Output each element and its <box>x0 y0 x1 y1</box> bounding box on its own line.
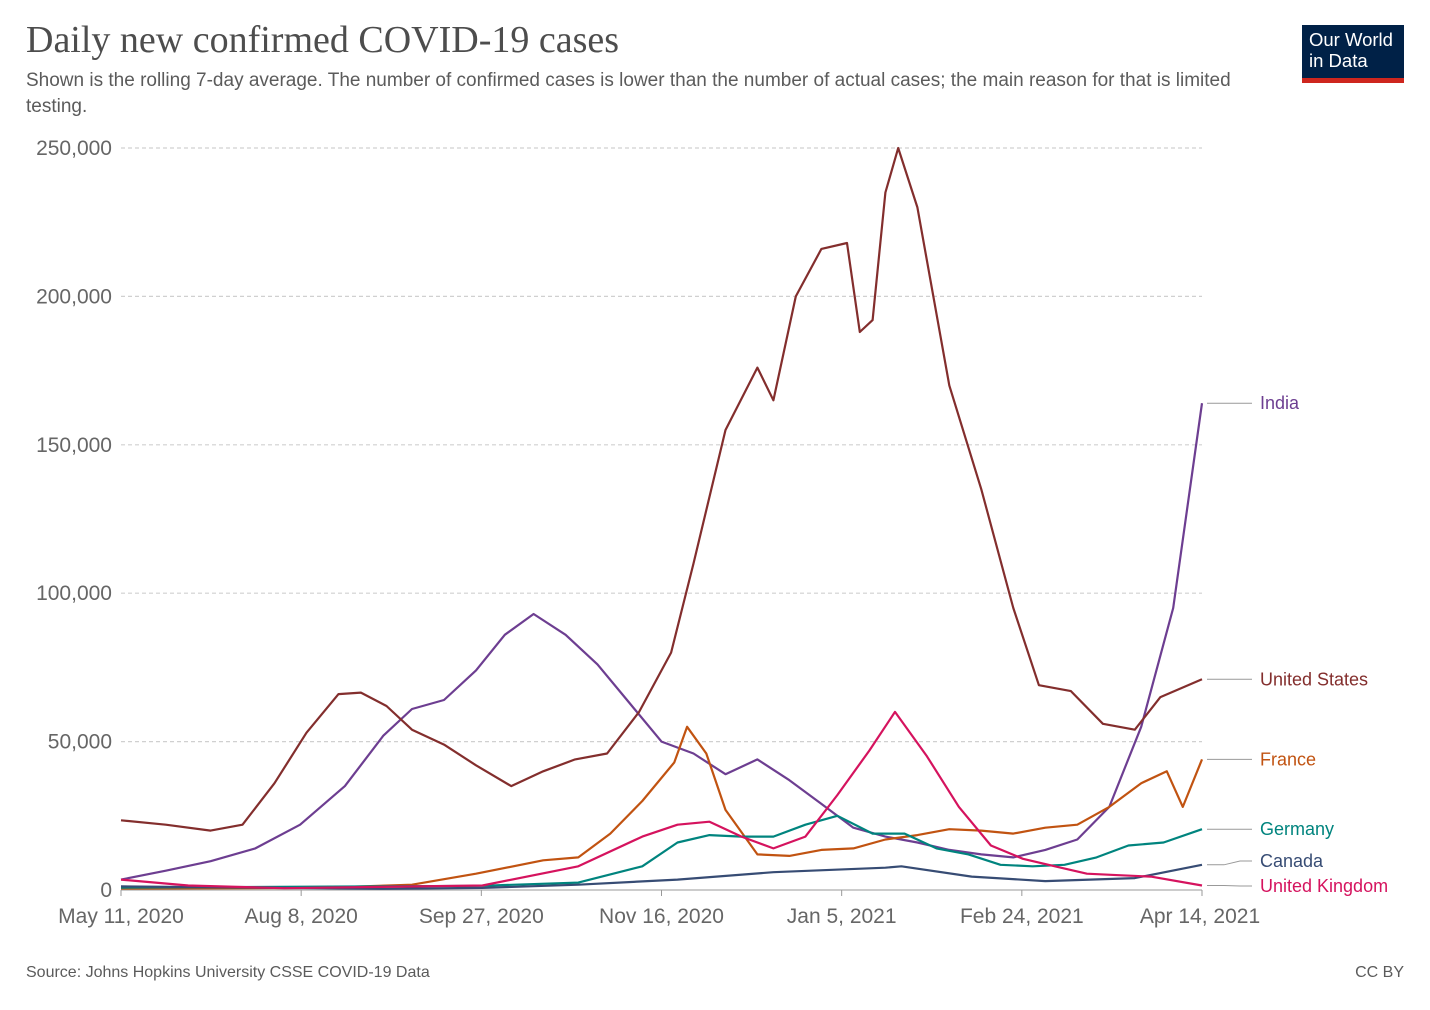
y-tick-label: 100,000 <box>36 582 112 605</box>
x-tick-label: May 11, 2020 <box>58 905 184 928</box>
y-tick-label: 250,000 <box>36 137 112 160</box>
series-line-france[interactable] <box>120 725 1204 890</box>
y-tick-label: 200,000 <box>36 285 112 308</box>
legend-leader-united-kingdom <box>1207 885 1252 887</box>
legend-label-india[interactable]: India <box>1260 393 1300 413</box>
source-note[interactable]: Source: Johns Hopkins University CSSE CO… <box>26 964 430 981</box>
y-tick-label: 50,000 <box>48 731 112 754</box>
x-axis: May 11, 2020 Aug 8, 2020 Sep 27, 2020 Nov 1… <box>58 889 1260 928</box>
grid-layer <box>121 147 1202 743</box>
y-axis: 0 50,000 100,000 150,000 200,000 250,000 <box>36 137 112 902</box>
logo-line-2: in Data <box>1309 50 1368 71</box>
series-layer <box>120 146 1204 890</box>
legend-label-canada[interactable]: Canada <box>1260 851 1324 871</box>
series-line-united-kingdom[interactable] <box>120 710 1203 890</box>
owid-logo[interactable]: Our World in Data <box>1302 25 1404 83</box>
chart-subtitle: Shown is the rolling 7-day average. The … <box>26 70 1231 117</box>
legend-label-germany[interactable]: Germany <box>1260 819 1334 839</box>
legend-label-united-states[interactable]: United States <box>1260 669 1368 689</box>
logo-line-1: Our World <box>1309 29 1393 50</box>
chart-title: Daily new confirmed COVID-19 cases <box>26 19 620 61</box>
legend-leader-canada <box>1207 860 1252 866</box>
series-line-india[interactable] <box>120 403 1204 881</box>
legend-label-united-kingdom[interactable]: United Kingdom <box>1260 876 1388 896</box>
license-link[interactable]: CC BY <box>1355 964 1404 981</box>
y-tick-label: 150,000 <box>36 434 112 457</box>
x-tick-label: Nov 16, 2020 <box>599 905 724 928</box>
legend-labels: India United States France Germany Canada Uni… <box>1207 393 1388 896</box>
y-tick-label: 0 <box>100 879 112 902</box>
x-tick-label: Jan 5, 2021 <box>787 905 897 928</box>
x-tick-label: Feb 24, 2021 <box>960 905 1084 928</box>
x-tick-label: Sep 27, 2020 <box>419 905 544 928</box>
x-tick-label: Apr 14, 2021 <box>1140 905 1260 928</box>
series-line-united-states[interactable] <box>120 146 1203 832</box>
x-tick-label: Aug 8, 2020 <box>245 905 358 928</box>
series-line-canada[interactable] <box>120 863 1203 890</box>
series-line-germany[interactable] <box>120 814 1203 889</box>
legend-label-france[interactable]: France <box>1260 749 1316 769</box>
